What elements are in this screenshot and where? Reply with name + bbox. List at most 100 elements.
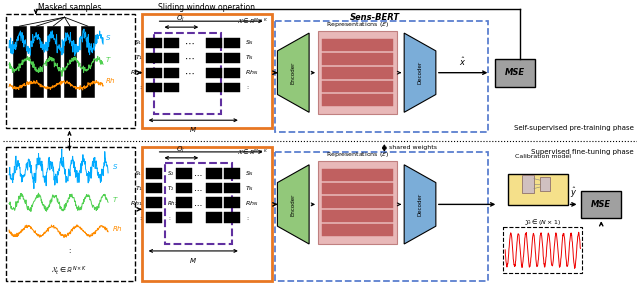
Text: $\mathcal{X}\in\mathbb{R}^{M\times K}$: $\mathcal{X}\in\mathbb{R}^{M\times K}$: [237, 17, 269, 25]
Text: $:$: $:$: [166, 215, 171, 222]
Bar: [164, 68, 179, 78]
Bar: [322, 183, 393, 194]
Bar: [224, 198, 240, 208]
Text: $O_l$: $O_l$: [176, 14, 185, 24]
Text: $:$: $:$: [138, 215, 143, 222]
Bar: [206, 38, 222, 48]
Text: $Rh_1$: $Rh_1$: [130, 68, 143, 77]
Bar: [146, 183, 161, 194]
Text: $Rh$: $Rh$: [105, 76, 116, 85]
Text: $\cdots$: $\cdots$: [184, 68, 195, 78]
Text: MSE: MSE: [505, 68, 525, 77]
Text: $\cdots$: $\cdots$: [193, 199, 202, 208]
Text: $\mathcal{X}\in\mathbb{R}^{M\times K}$: $\mathcal{X}\in\mathbb{R}^{M\times K}$: [237, 148, 269, 156]
Bar: [224, 38, 240, 48]
Bar: [322, 196, 393, 208]
Text: $:$: $:$: [138, 84, 143, 91]
Bar: [13, 26, 26, 97]
Text: $S_2$: $S_2$: [166, 169, 174, 178]
Text: $:$: $:$: [244, 84, 250, 91]
Polygon shape: [277, 165, 309, 244]
Bar: [206, 198, 222, 208]
Bar: [6, 14, 135, 128]
Bar: [164, 163, 232, 244]
Bar: [206, 68, 222, 78]
Bar: [503, 227, 582, 273]
Bar: [322, 53, 393, 65]
Text: $S$: $S$: [105, 32, 111, 42]
Bar: [322, 67, 393, 79]
Bar: [30, 26, 43, 97]
Bar: [146, 212, 161, 223]
Bar: [318, 161, 397, 244]
Bar: [322, 94, 393, 106]
Bar: [318, 31, 397, 114]
Bar: [275, 152, 488, 281]
Text: Decoder: Decoder: [417, 193, 422, 216]
Text: $\mathcal{X}_t \in \mathbb{R}^{N \times K}$: $\mathcal{X}_t \in \mathbb{R}^{N \times …: [51, 264, 88, 277]
Text: $\mathcal{X}$: $\mathcal{X}$: [276, 199, 285, 209]
Bar: [81, 26, 94, 97]
Text: shared weights: shared weights: [389, 145, 437, 150]
Text: $\mathcal{X}$: $\mathcal{X}$: [276, 68, 285, 78]
Bar: [146, 198, 161, 208]
Bar: [146, 83, 161, 93]
Bar: [322, 210, 393, 222]
Text: $T_1$: $T_1$: [134, 53, 143, 62]
Polygon shape: [404, 165, 436, 244]
Bar: [146, 38, 161, 48]
Text: Self-supervised pre-training phase: Self-supervised pre-training phase: [514, 125, 634, 131]
Bar: [224, 168, 240, 179]
Bar: [177, 168, 192, 179]
Text: $\hat{x}$: $\hat{x}$: [460, 55, 467, 68]
Bar: [47, 26, 60, 97]
Text: $T$: $T$: [112, 195, 119, 204]
Bar: [522, 175, 534, 192]
Text: $Rh_N$: $Rh_N$: [244, 68, 258, 77]
Bar: [206, 183, 222, 194]
Text: $Rh_N$: $Rh_N$: [244, 199, 258, 208]
Bar: [164, 53, 179, 63]
Text: Decoder: Decoder: [417, 61, 422, 84]
Text: $T$: $T$: [105, 55, 112, 64]
Bar: [177, 212, 192, 223]
Bar: [224, 53, 240, 63]
Text: $S_1$: $S_1$: [134, 169, 143, 178]
Bar: [224, 212, 240, 223]
Text: $S_N$: $S_N$: [244, 169, 254, 178]
Text: Representations ($\mathcal{E}$): Representations ($\mathcal{E}$): [326, 150, 389, 159]
Bar: [154, 33, 221, 114]
Polygon shape: [277, 33, 309, 112]
Bar: [146, 53, 161, 63]
Bar: [224, 68, 240, 78]
Text: $\cdots$: $\cdots$: [193, 184, 202, 193]
Bar: [322, 224, 393, 236]
Bar: [141, 147, 273, 281]
Text: MSE: MSE: [591, 200, 611, 209]
Bar: [224, 83, 240, 93]
Bar: [322, 169, 393, 181]
Text: $\mathcal{Y}_t \in (N \times 1)$: $\mathcal{Y}_t \in (N \times 1)$: [524, 217, 561, 227]
Text: $\hat{y}$: $\hat{y}$: [570, 186, 577, 200]
Text: $\cdots$: $\cdots$: [193, 169, 202, 178]
Bar: [206, 53, 222, 63]
Bar: [146, 68, 161, 78]
Bar: [164, 38, 179, 48]
Text: $\cdots$: $\cdots$: [184, 53, 195, 63]
Text: $O_l$: $O_l$: [176, 145, 185, 155]
Bar: [206, 168, 222, 179]
Bar: [224, 183, 240, 194]
Bar: [495, 59, 535, 87]
Bar: [322, 39, 393, 51]
Bar: [275, 21, 488, 132]
Bar: [206, 83, 222, 93]
Bar: [508, 174, 568, 205]
Bar: [164, 83, 179, 93]
Bar: [322, 81, 393, 93]
Polygon shape: [404, 33, 436, 112]
Bar: [177, 198, 192, 208]
Text: $T_1$: $T_1$: [134, 184, 143, 193]
Text: $:$: $:$: [244, 215, 250, 222]
Bar: [206, 212, 222, 223]
Bar: [63, 26, 76, 97]
